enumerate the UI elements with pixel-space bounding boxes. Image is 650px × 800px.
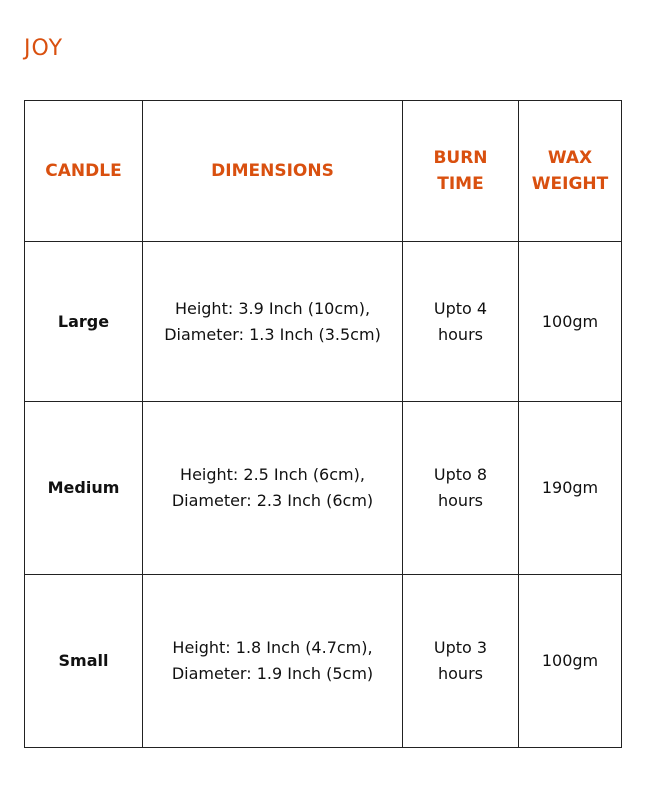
wax-weight-cell: 100gm xyxy=(518,574,622,748)
burn-time-cell: Upto 3 hours xyxy=(402,574,519,748)
table-row: Small Height: 1.8 Inch (4.7cm), Diameter:… xyxy=(24,574,622,748)
wax-weight-cell: 190gm xyxy=(518,401,622,575)
header-burn-time: BURN TIME xyxy=(402,100,519,242)
header-row: CANDLE DIMENSIONS BURN TIME WAX WEIGHT xyxy=(24,100,622,242)
height-text: Height: 1.8 Inch (4.7cm), xyxy=(172,638,373,657)
burn-time-cell: Upto 8 hours xyxy=(402,401,519,575)
candle-cell: Medium xyxy=(24,401,143,575)
dimensions-cell: Height: 3.9 Inch (10cm), Diameter: 1.3 In… xyxy=(142,241,403,402)
table-row: Large Height: 3.9 Inch (10cm), Diameter: … xyxy=(24,241,622,402)
candle-cell: Small xyxy=(24,574,143,748)
page-title: JOY xyxy=(24,36,64,61)
dimensions-cell: Height: 2.5 Inch (6cm), Diameter: 2.3 Inc… xyxy=(142,401,403,575)
candle-table: CANDLE DIMENSIONS BURN TIME WAX WEIGHT L… xyxy=(24,100,622,748)
header-dimensions: DIMENSIONS xyxy=(142,100,403,242)
wax-weight-cell: 100gm xyxy=(518,241,622,402)
header-wax-weight: WAX WEIGHT xyxy=(518,100,622,242)
height-text: Height: 3.9 Inch (10cm), xyxy=(174,298,371,318)
header-candle: CANDLE xyxy=(24,100,143,242)
diameter-text: Diameter: 2.3 Inch (6cm) xyxy=(171,491,374,510)
burn-time-cell: Upto 4 hours xyxy=(402,241,519,402)
height-text: Height: 2.5 Inch (6cm), xyxy=(180,465,365,484)
diameter-text: Diameter: 1.9 Inch (5cm) xyxy=(171,664,374,683)
diameter-text: Diameter: 1.3 Inch (3.5cm) xyxy=(164,324,381,344)
table-row: Medium Height: 2.5 Inch (6cm), Diameter: … xyxy=(24,401,622,575)
candle-cell: Large xyxy=(24,241,143,402)
dimensions-cell: Height: 1.8 Inch (4.7cm), Diameter: 1.9 I… xyxy=(142,574,403,748)
